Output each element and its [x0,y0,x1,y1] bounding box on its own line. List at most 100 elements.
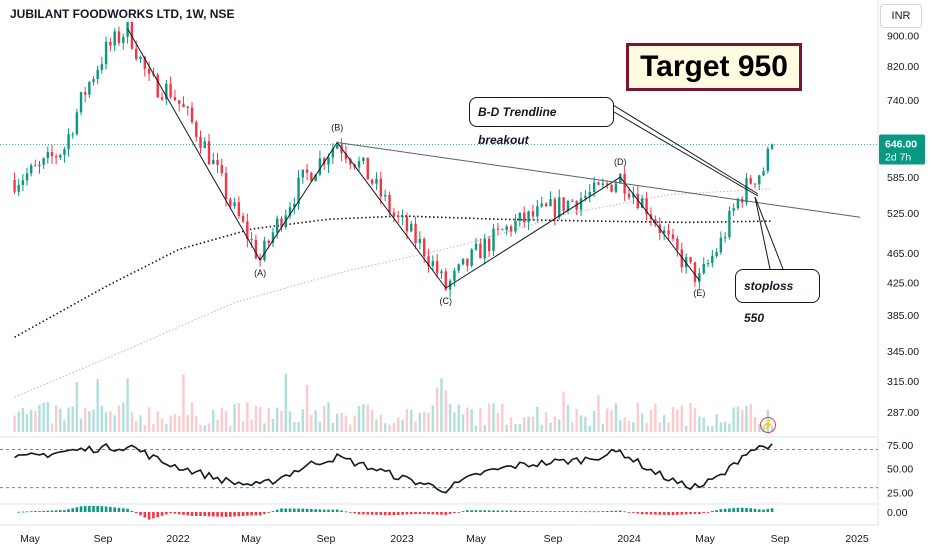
stoploss-pointer [754,196,771,270]
macd-bar [671,512,675,516]
candle-body [610,184,613,192]
wave-label: (D) [614,157,627,167]
macd-bar [250,512,253,516]
volume-bar [706,425,710,432]
candle-body [461,258,465,265]
volume-bar [388,424,391,432]
candle-body [418,238,422,244]
candle-body [770,144,774,149]
macd-bar [557,511,561,513]
macd-bar [553,511,557,513]
macd-bar [728,508,731,512]
volume-bar [676,409,679,432]
macd-bar [34,511,37,512]
macd-bar [531,511,535,513]
candle-body [483,238,486,259]
wave-label: (C) [440,296,453,306]
macd-bar [766,508,770,512]
macd-bar [676,512,679,515]
price-axis: 900.00820.00740.00660.00585.00525.00465.… [879,30,925,519]
candle-body [723,237,727,239]
macd-bar [405,512,409,515]
candle-body [318,158,322,175]
volume-bar [505,424,508,432]
macd-bar [169,512,172,514]
volume-bar [126,378,129,432]
macd-bar [147,512,151,520]
volume-bar [487,403,491,432]
macd-bar [246,512,249,516]
candle-body [745,178,748,203]
macd-bar [749,508,753,512]
macd-bar [632,512,635,513]
candle-body [21,180,25,185]
candle-body [405,216,409,232]
macd-bar [753,508,757,512]
candle-body [63,149,66,155]
macd-bar [83,506,87,512]
candle-body [698,273,701,282]
macd-bar [362,512,365,515]
macd-bar [401,512,404,515]
candle-body [254,239,258,259]
macd-bar [736,507,740,512]
volume-bar [470,409,473,432]
stoploss-callout: stoploss 550 [735,269,820,325]
macd-bar [194,512,198,516]
macd-bar [544,511,548,513]
macd-bar [104,506,108,512]
lightning-icon[interactable]: ⚡ [760,417,776,433]
macd-bar [211,512,215,517]
macd-bar [310,509,313,512]
macd-bar [667,512,670,516]
candle-body [619,174,622,184]
candle-body [29,165,33,174]
macd-bar [474,510,478,512]
candle-body [383,194,387,197]
volume-bar [544,412,548,432]
macd-bar [527,511,530,512]
macd-bar [571,511,574,513]
candle-body [749,178,752,184]
macd-bar [719,509,723,512]
volume-bar [623,417,626,432]
macd-bar [723,508,727,512]
candle-body [680,249,683,268]
candle-body [423,238,426,257]
time-axis-label: May [241,533,262,545]
macd-bar [540,511,544,513]
candle-body [216,159,219,165]
volume-bar [130,412,134,432]
candle-body [440,271,443,274]
macd-bar [46,510,50,512]
volume-bar [728,423,731,432]
volume-bar [147,407,151,432]
volume-bar [254,405,258,432]
volume-bar [719,422,723,432]
volume-bar [318,421,322,432]
macd-bar [152,512,155,519]
volume-bar [575,409,578,432]
price-axis-label: 385.00 [887,310,919,322]
candle-body [466,258,469,266]
volume-bar [597,395,600,432]
candle-body [509,226,513,232]
volume-bar [233,404,236,432]
macd-bar [757,509,761,512]
macd-bar [427,512,430,515]
volume-bar [579,415,583,432]
volume-bar [435,387,439,432]
macd-bar [689,512,692,515]
volume-bar [466,407,469,432]
macd-bar [414,512,417,514]
volume-bar [117,405,121,432]
time-axis-label: May [20,533,41,545]
macd-bar [224,512,228,517]
time-axis-label: 2025 [845,533,869,545]
volume-bar [698,416,701,432]
price-badge [879,134,925,165]
candle-body [531,211,535,217]
candle-body [379,178,383,197]
candle-body [505,226,508,231]
currency-button[interactable]: INR [880,4,922,28]
